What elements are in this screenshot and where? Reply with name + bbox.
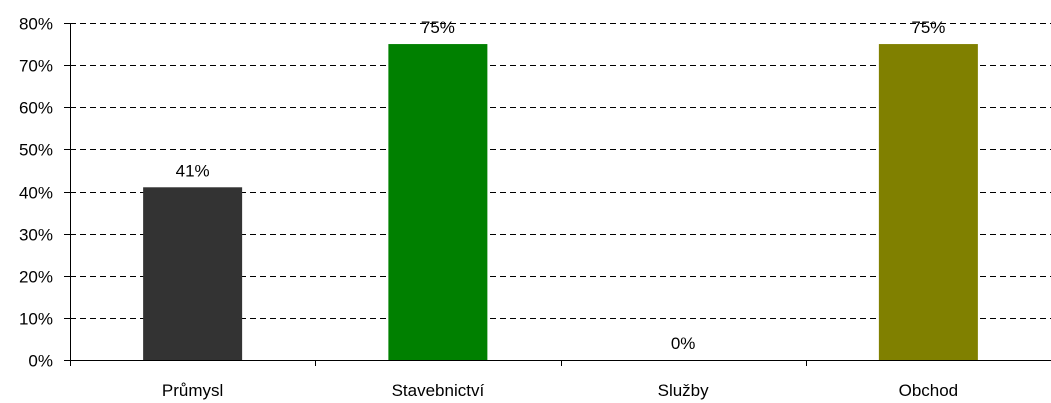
y-tick-label: 60%	[19, 99, 53, 118]
y-tick-label: 30%	[19, 226, 53, 245]
y-tick-label: 70%	[19, 57, 53, 76]
x-tick-label: Průmysl	[162, 381, 223, 400]
axes	[64, 23, 1051, 366]
y-axis-tick-labels: 0% 10% 20% 30% 40% 50% 60% 70% 80%	[19, 15, 53, 371]
bars	[143, 44, 978, 360]
data-label: 0%	[671, 334, 696, 353]
bar-Obchod	[878, 44, 978, 360]
data-label: 75%	[421, 18, 455, 37]
bar-Stavebnictví	[388, 44, 488, 360]
x-tick-label: Obchod	[899, 381, 959, 400]
bar-Průmysl	[143, 187, 243, 360]
data-label: 75%	[911, 18, 945, 37]
y-tick-label: 0%	[28, 352, 53, 371]
y-tick-label: 80%	[19, 15, 53, 34]
y-tick-label: 40%	[19, 184, 53, 203]
x-tick-label: Stavebnictví	[392, 381, 485, 400]
y-tick-label: 50%	[19, 141, 53, 160]
x-axis-tick-labels: Průmysl Stavebnictví Služby Obchod	[162, 381, 958, 400]
x-tick-label: Služby	[658, 381, 710, 400]
data-label: 41%	[176, 161, 210, 180]
data-labels: 41% 75% 0% 75%	[176, 18, 946, 353]
y-tick-label: 10%	[19, 310, 53, 329]
y-tick-label: 20%	[19, 268, 53, 287]
